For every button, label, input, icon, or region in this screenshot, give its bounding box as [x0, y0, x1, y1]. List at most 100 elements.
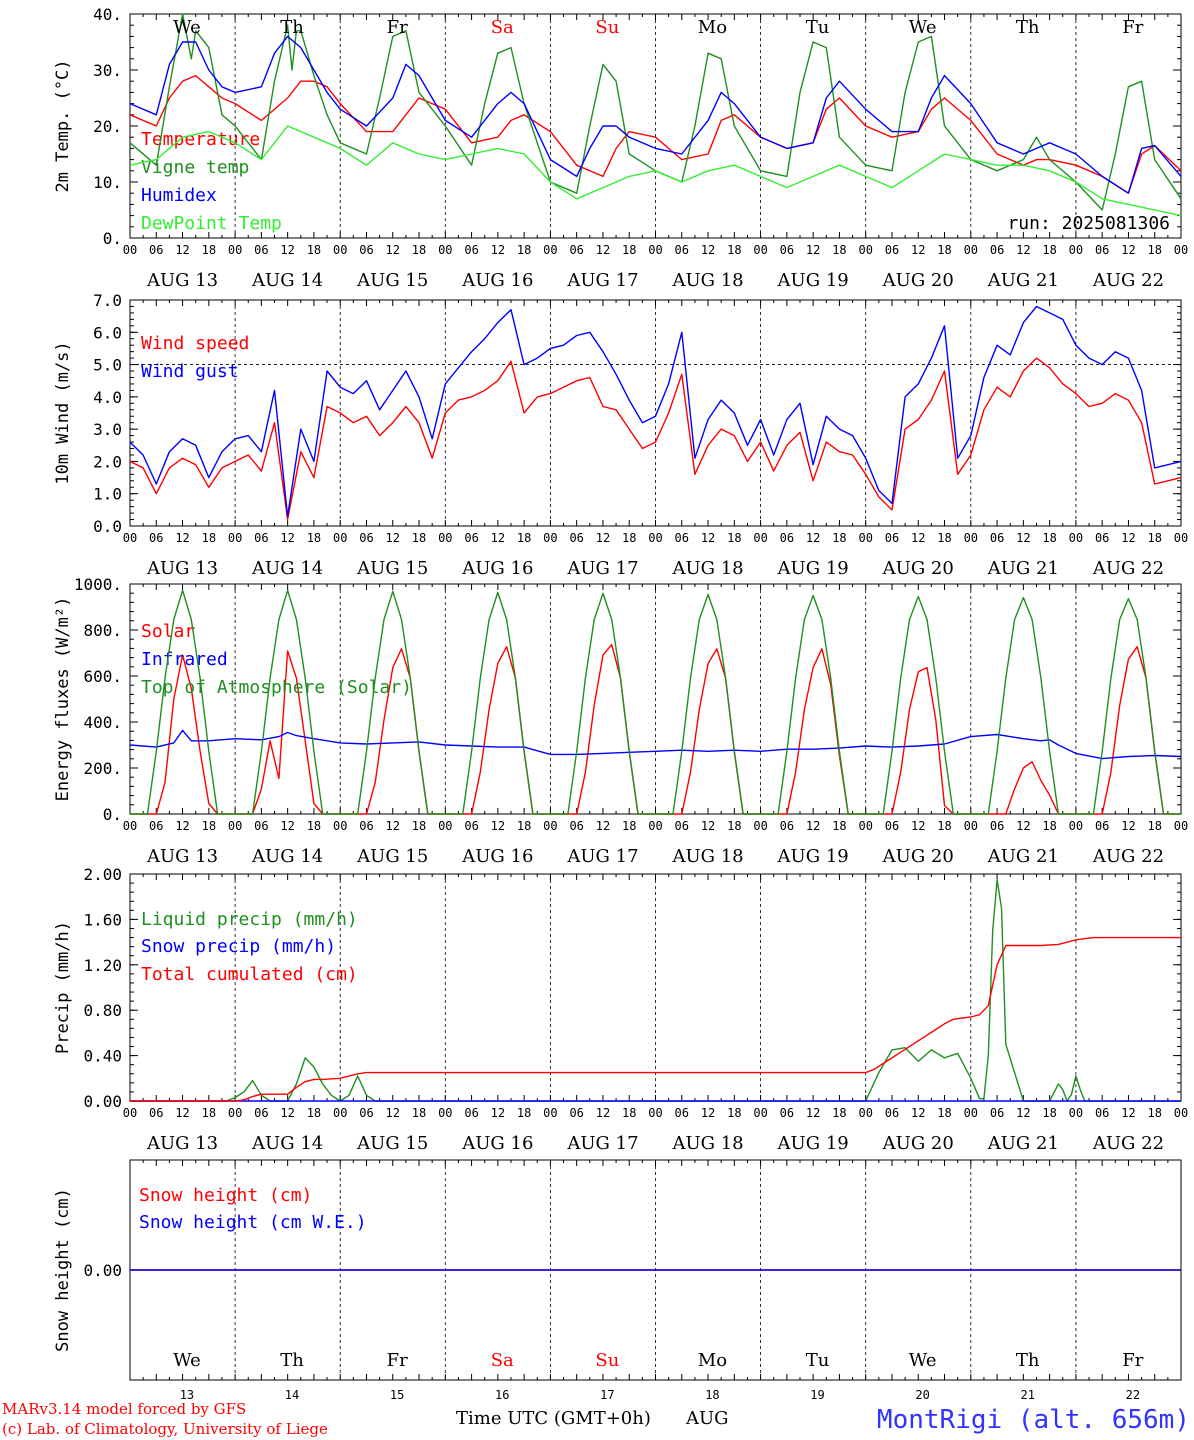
hour-tick-label: 12 [280, 531, 294, 545]
hour-tick-label: 06 [885, 819, 899, 833]
panel-3: 0. 200. 400. 600. 800. 1000.Energy fluxes (W/… [53, 575, 1188, 867]
hour-tick-label: 12 [386, 819, 400, 833]
y-tick-label: 0.00 [83, 1092, 122, 1111]
hour-tick-label: 12 [806, 819, 820, 833]
hour-tick-label: 06 [885, 531, 899, 545]
day-name-top: Fr [387, 17, 408, 38]
hour-tick-label: 12 [596, 1106, 610, 1120]
series-line-dewpoint-temp [129, 125, 1182, 217]
y-tick-label: 800. [83, 621, 122, 640]
hour-tick-label: 00 [228, 531, 242, 545]
hour-tick-label: 12 [280, 819, 294, 833]
y-axis-label: 10m Wind (m/s) [53, 341, 73, 484]
day-name-bottom: Th [280, 1350, 304, 1371]
date-label: AUG 16 [461, 558, 533, 579]
hour-tick-label: 06 [675, 531, 689, 545]
date-label: AUG 19 [777, 270, 849, 291]
panel-4: 0.00 0.40 0.80 1.20 1.60 2.00 Precip (mm/h) Liq… [53, 865, 1188, 1154]
hour-tick-label: 18 [1042, 531, 1056, 545]
date-label: AUG 15 [356, 558, 428, 579]
hour-tick-label: 00 [648, 243, 662, 257]
hour-tick-label: 06 [885, 243, 899, 257]
hour-tick-label: 06 [990, 1106, 1004, 1120]
hour-tick-label: 12 [491, 819, 505, 833]
month-label: AUG [685, 1408, 729, 1429]
y-tick-label: 1.0 [93, 485, 122, 504]
y-tick-label: 30. [93, 61, 122, 80]
hour-tick-label: 06 [359, 243, 373, 257]
hour-tick-label: 06 [359, 1106, 373, 1120]
hour-tick-label: 18 [202, 243, 216, 257]
hour-tick-label: 12 [911, 1106, 925, 1120]
legend-entry: Snow height (cm) [139, 1185, 312, 1206]
hour-tick-label: 18 [727, 243, 741, 257]
hour-tick-label: 18 [517, 819, 531, 833]
hour-tick-label: 00 [333, 243, 347, 257]
hour-tick-label: 06 [780, 243, 794, 257]
date-label: AUG 20 [882, 558, 954, 579]
day-name-bottom: Su [595, 1350, 619, 1371]
hour-tick-label: 00 [333, 1106, 347, 1120]
hour-tick-label: 18 [412, 531, 426, 545]
date-label: AUG 22 [1092, 846, 1164, 867]
panel-1: 0. 10. 20. 30. 40. 2m Temp. (°C) Temperature Vi… [53, 5, 1188, 291]
date-label: AUG 16 [461, 270, 533, 291]
hour-tick-label: 06 [149, 819, 163, 833]
day-name-top: Tu [806, 17, 830, 38]
date-label: AUG 21 [987, 558, 1059, 579]
date-label: AUG 20 [882, 270, 954, 291]
hour-tick-label: 00 [123, 819, 137, 833]
hour-tick-label: 00 [1174, 531, 1188, 545]
hour-tick-label: 18 [937, 819, 951, 833]
hour-tick-label: 12 [1121, 531, 1135, 545]
date-label: AUG 13 [146, 558, 218, 579]
hour-tick-label: 00 [648, 1106, 662, 1120]
time-axis-label: Time UTC (GMT+0h) [456, 1408, 651, 1429]
hour-tick-label: 12 [596, 531, 610, 545]
hour-tick-label: 18 [1147, 243, 1161, 257]
date-label: AUG 15 [356, 846, 428, 867]
hour-tick-label: 00 [1069, 243, 1083, 257]
day-name-top: Th [1016, 17, 1040, 38]
y-tick-label: 2.00 [83, 865, 122, 884]
y-tick-label: 3.0 [93, 420, 122, 439]
day-name-bottom: Fr [1122, 1350, 1143, 1371]
hour-tick-label: 00 [123, 531, 137, 545]
hour-tick-label: 06 [569, 819, 583, 833]
date-label: AUG 16 [461, 1133, 533, 1154]
hour-tick-label: 06 [675, 1106, 689, 1120]
date-label: AUG 20 [882, 846, 954, 867]
legend-entry: Top of Atmosphere (Solar) [141, 677, 412, 698]
date-label: AUG 18 [671, 558, 743, 579]
panel-2: 0.0 1.0 2.0 3.0 4.0 5.0 6.0 7.0 10m Wind (m/s) Wi… [53, 291, 1188, 579]
hour-tick-label: 18 [832, 1106, 846, 1120]
hour-tick-label: 00 [438, 819, 452, 833]
y-tick-label: 0.0 [93, 517, 122, 536]
station-name: MontRigi (alt. 656m) [877, 1405, 1190, 1435]
day-number: 16 [495, 1388, 509, 1402]
date-label: AUG 15 [356, 270, 428, 291]
hour-tick-label: 00 [543, 243, 557, 257]
hour-tick-label: 18 [622, 531, 636, 545]
y-tick-label: 0.40 [83, 1047, 122, 1066]
y-tick-label: 4.0 [93, 388, 122, 407]
y-tick-label: 600. [83, 667, 122, 686]
hour-tick-label: 12 [1016, 531, 1030, 545]
hour-tick-label: 00 [648, 531, 662, 545]
series-line-wind-gust [129, 305, 1182, 517]
legend-entry: Infrared [141, 649, 228, 670]
y-tick-label: 0. [103, 805, 122, 824]
date-label: AUG 20 [882, 1133, 954, 1154]
hour-tick-label: 18 [202, 1106, 216, 1120]
day-name-bottom: We [909, 1350, 937, 1371]
hour-tick-label: 06 [990, 819, 1004, 833]
hour-tick-label: 12 [596, 243, 610, 257]
day-name-top: We [909, 17, 937, 38]
hour-tick-label: 00 [543, 819, 557, 833]
series-line-vigne-temp [129, 13, 1182, 211]
hour-tick-label: 12 [175, 819, 189, 833]
hour-tick-label: 18 [937, 1106, 951, 1120]
hour-tick-label: 06 [1095, 819, 1109, 833]
y-tick-label: 1.20 [83, 956, 122, 975]
day-number: 21 [1021, 1388, 1035, 1402]
